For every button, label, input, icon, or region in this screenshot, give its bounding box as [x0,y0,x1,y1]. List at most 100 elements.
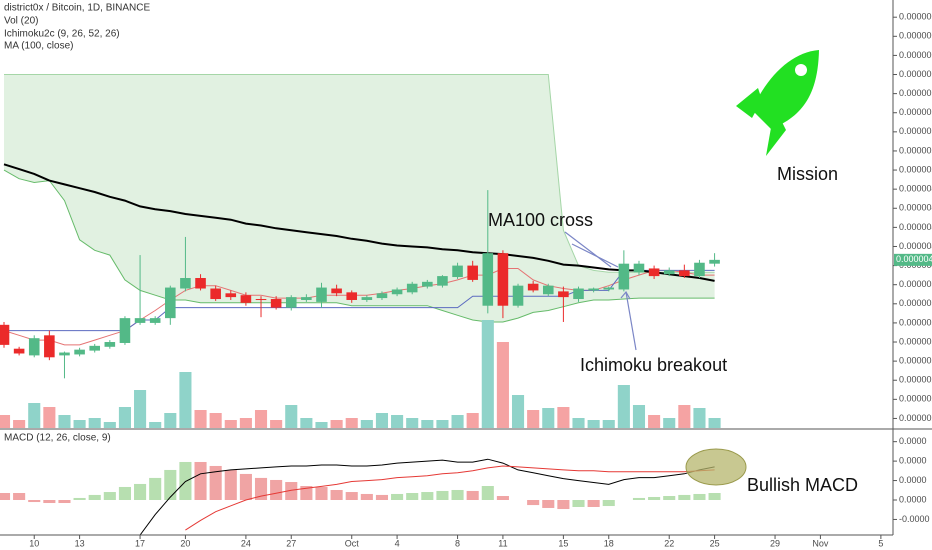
macd-histogram-bar [73,497,86,500]
volume-bar [496,342,509,428]
candle-body [588,288,599,291]
candle-body [482,253,494,306]
macd-histogram-bar [345,492,358,500]
volume-bar [466,413,479,428]
volume-bar [239,418,252,428]
macd-histogram-bar [0,493,11,500]
ichimoku-line [4,74,715,273]
macd-histogram-bar [451,489,464,500]
y-tick-label: 0.00000660 [899,12,932,22]
candle-body [89,345,101,351]
candle-body [573,288,584,300]
volume-bar [149,422,162,428]
candle-body [104,342,116,347]
x-tick-label: 13 [75,538,85,548]
macd-histogram-bar [58,500,71,504]
macd-histogram-bar [360,493,373,500]
candle-body [165,287,176,319]
macd-histogram-bar [270,479,283,500]
macd-line [139,458,715,535]
candle-body [527,283,539,291]
y-tick-label: 0.00000500 [899,164,932,174]
macd-histogram-bar [13,493,26,500]
volume-bar [285,405,298,428]
candle-body [59,352,70,356]
macd-histogram-bar [527,500,540,506]
macd-histogram-bar [557,500,570,510]
x-tick-label: 15 [558,538,568,548]
volume-bar [375,413,389,428]
volume-bar [13,420,26,428]
candle-body [255,299,267,301]
macd-histogram-bar [542,500,555,508]
candle-body [195,278,206,289]
volume-bar [602,420,615,428]
candle-body [134,318,146,323]
candle-body [648,268,660,277]
volume-bar [300,418,313,428]
annotation: Ichimoku breakout [580,355,727,375]
volume-bar [179,372,192,428]
indicator-legend: MA (100, close) [4,41,73,52]
volume-bar [406,418,419,428]
candle-body [270,299,282,308]
candle-body [28,338,40,356]
macd-histogram-bar [239,473,252,500]
macd-histogram-bar [134,483,147,500]
candle-body [452,265,463,278]
macd-histogram-bar [43,500,56,504]
highlight-ellipse [685,448,747,486]
volume-bar [209,413,222,428]
volume-bar [315,422,328,428]
volume-bar [43,407,56,428]
y-tick-label: 0.00000520 [899,145,932,155]
x-tick-label: Nov [812,538,829,548]
macd-histogram-bar [693,493,706,500]
macd-title: MACD (12, 26, close, 9) [4,433,111,444]
candle-body [149,318,161,323]
ichimoku-line [3,169,715,323]
annotation: Mission [777,164,838,184]
last-price-box [894,253,932,266]
volume-bar [481,320,494,428]
y-tick-label: 0.0000 [899,455,927,465]
volume-bar [0,415,11,428]
y-tick-label: 0.0000 [899,494,927,504]
volume-bar [270,420,283,428]
volume-bar [708,418,721,428]
volume-bar [542,408,555,428]
candle-body [301,297,312,300]
candle-body [346,292,358,300]
indicator-legend: Ichimoku2c (9, 26, 52, 26) [4,29,120,40]
candle-body [542,285,554,295]
y-tick-label: 0.00000360 [899,298,932,308]
volume-bar [511,395,525,428]
macd-histogram-bar [663,496,676,500]
ma-line [3,163,715,282]
candle-body [316,287,327,302]
candle-body [694,262,705,277]
volume-bar [678,405,691,428]
candle-body [74,349,85,355]
volume-bar [360,420,373,428]
x-tick-label: 24 [241,538,251,548]
candle-body [180,278,191,289]
candle-body [119,318,131,343]
y-tick-label: 0.00000640 [899,31,932,41]
macd-histogram-bar [391,493,404,500]
last-price-label: 0.00000406 [896,254,932,264]
y-tick-label: 0.00000460 [899,203,932,213]
x-tick-label: 20 [180,538,190,548]
chart-title: district0x / Bitcoin, 1D, BINANCE [4,3,150,14]
volume-bar [73,420,86,428]
candle-body [603,287,615,290]
y-tick-label: 0.00000480 [899,184,932,194]
x-tick-label: 18 [604,538,614,548]
macd-histogram-bar [421,492,434,500]
macd-histogram-bar [103,492,116,500]
y-tick-label: 0.00000280 [899,375,932,385]
macd-histogram-bar [466,490,479,500]
y-tick-label: 0.00000560 [899,107,932,117]
annotation: Bullish MACD [747,475,858,495]
volume-bar [58,415,71,428]
